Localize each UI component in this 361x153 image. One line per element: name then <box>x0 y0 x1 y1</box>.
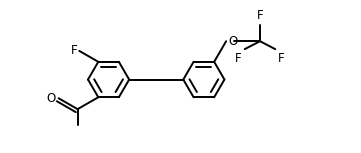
Text: F: F <box>278 52 285 65</box>
Text: F: F <box>71 44 77 57</box>
Text: F: F <box>257 9 263 22</box>
Text: F: F <box>235 52 242 65</box>
Text: O: O <box>46 92 56 105</box>
Text: O: O <box>228 35 238 48</box>
